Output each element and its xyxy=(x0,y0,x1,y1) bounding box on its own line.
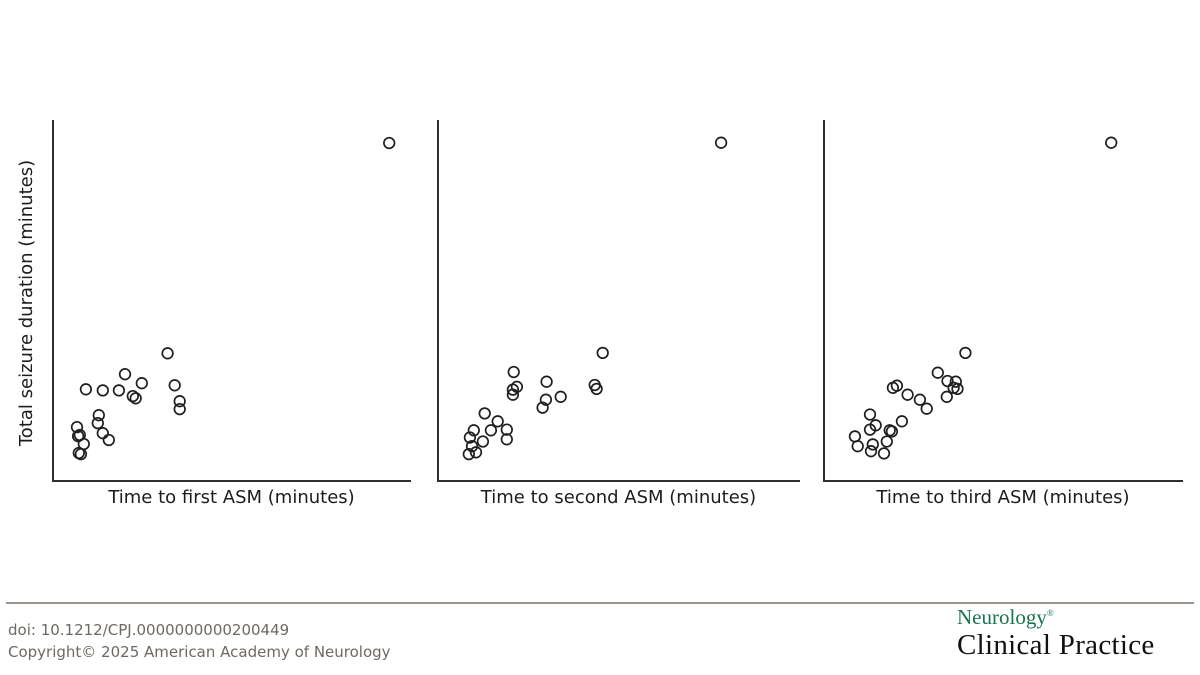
data-point xyxy=(714,136,728,149)
data-point xyxy=(462,447,475,461)
data-point xyxy=(118,368,132,381)
data-point xyxy=(506,383,520,396)
data-point xyxy=(864,445,878,458)
scatter-points xyxy=(462,136,728,461)
data-point xyxy=(866,438,879,451)
data-point xyxy=(500,423,513,436)
data-point xyxy=(161,347,174,360)
x-axis-label-second-asm: Time to second ASM (minutes) xyxy=(480,487,757,508)
scatter-plot-time-to-third-asm xyxy=(823,120,1183,482)
data-point xyxy=(173,395,186,408)
data-point xyxy=(71,429,85,443)
data-point xyxy=(465,440,479,453)
data-point xyxy=(129,392,142,405)
x-axis-label-first-asm: Time to first ASM (minutes) xyxy=(108,487,355,508)
data-point xyxy=(506,388,520,401)
data-point xyxy=(383,136,396,150)
data-point xyxy=(895,415,909,428)
data-point xyxy=(102,433,115,447)
data-point xyxy=(940,390,953,403)
scatter-plot-time-to-first-asm xyxy=(52,120,411,482)
data-point xyxy=(168,379,181,392)
data-point xyxy=(863,408,877,421)
data-point xyxy=(79,383,93,396)
data-point xyxy=(135,377,148,390)
data-point xyxy=(863,423,877,436)
data-point xyxy=(96,427,109,440)
scatter-plot-time-to-second-asm xyxy=(437,120,800,482)
data-point xyxy=(851,440,864,453)
data-point xyxy=(951,382,964,396)
data-point xyxy=(880,435,893,448)
data-point xyxy=(848,430,862,443)
data-point xyxy=(500,433,513,446)
data-point xyxy=(126,389,139,403)
data-point xyxy=(590,382,603,396)
neurology-clinical-practice-logo: Neurology® Clinical Practice xyxy=(957,605,1155,662)
data-point xyxy=(877,447,891,460)
data-point xyxy=(469,446,483,459)
data-point xyxy=(92,409,105,422)
data-point xyxy=(112,384,126,397)
data-point xyxy=(70,420,84,434)
data-point xyxy=(96,384,109,397)
data-point xyxy=(507,365,520,379)
data-point xyxy=(959,346,972,360)
data-point xyxy=(91,416,104,430)
data-point xyxy=(890,379,904,392)
data-point xyxy=(536,401,549,414)
data-point xyxy=(476,435,490,448)
data-point xyxy=(901,388,914,401)
logo-neurology-text: Neurology xyxy=(957,605,1047,629)
data-point xyxy=(540,375,553,388)
x-axis-label-third-asm: Time to third ASM (minutes) xyxy=(876,487,1130,508)
data-point xyxy=(463,431,477,444)
data-point xyxy=(941,374,954,388)
data-point xyxy=(539,393,553,406)
data-point xyxy=(885,425,899,438)
logo-clinical-practice-text: Clinical Practice xyxy=(957,629,1155,662)
data-point xyxy=(931,366,944,379)
doi-text: doi: 10.1212/CPJ.0000000000200449 xyxy=(8,621,290,639)
data-point xyxy=(173,402,186,416)
data-point xyxy=(484,424,498,437)
data-point xyxy=(913,393,927,406)
data-point xyxy=(596,346,609,360)
data-point xyxy=(491,415,504,428)
logo-neurology-wordmark: Neurology® xyxy=(957,605,1155,629)
scatter-points xyxy=(70,136,396,461)
data-point xyxy=(74,447,88,461)
registered-trademark-icon: ® xyxy=(1046,608,1054,618)
data-point xyxy=(920,402,933,415)
copyright-text: Copyright© 2025 American Academy of Neur… xyxy=(8,643,391,661)
data-point xyxy=(554,390,567,403)
footer-divider-line xyxy=(6,602,1194,604)
data-point xyxy=(478,407,491,420)
scatter-points xyxy=(848,136,1118,460)
data-point xyxy=(1105,136,1118,149)
data-point xyxy=(467,424,480,437)
data-point xyxy=(949,375,962,388)
footer-citation: doi: 10.1212/CPJ.0000000000200449 Copyri… xyxy=(8,619,391,663)
y-axis-label: Total seizure duration (minutes) xyxy=(16,159,37,447)
